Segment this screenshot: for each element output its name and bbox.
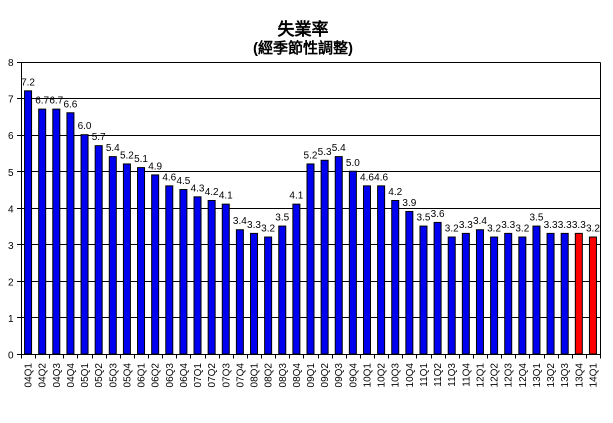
svg-text:09Q3: 09Q3: [334, 363, 345, 388]
svg-text:4.2: 4.2: [205, 187, 219, 198]
svg-text:14Q1: 14Q1: [588, 363, 599, 388]
svg-text:8: 8: [8, 58, 14, 69]
svg-text:4.9: 4.9: [148, 161, 162, 172]
svg-text:3: 3: [8, 241, 14, 252]
svg-text:10Q2: 10Q2: [377, 363, 388, 388]
svg-text:11Q4: 11Q4: [461, 363, 472, 387]
svg-text:10Q4: 10Q4: [405, 363, 416, 388]
svg-text:3.3: 3.3: [501, 220, 515, 231]
svg-text:3.3: 3.3: [459, 220, 473, 231]
svg-text:12Q3: 12Q3: [504, 363, 515, 388]
svg-text:06Q2: 06Q2: [151, 363, 162, 388]
svg-text:1: 1: [8, 314, 14, 325]
svg-text:08Q2: 08Q2: [264, 363, 275, 388]
svg-text:5.4: 5.4: [106, 143, 120, 154]
svg-text:4.1: 4.1: [219, 191, 233, 202]
svg-text:5.0: 5.0: [346, 158, 360, 169]
svg-text:11Q3: 11Q3: [447, 363, 458, 387]
svg-text:07Q2: 07Q2: [207, 363, 218, 388]
svg-text:4.2: 4.2: [388, 187, 402, 198]
svg-text:10Q3: 10Q3: [391, 363, 402, 388]
svg-text:3.2: 3.2: [586, 224, 600, 235]
svg-text:3.2: 3.2: [515, 224, 529, 235]
svg-text:3.6: 3.6: [431, 209, 445, 220]
svg-text:3.5: 3.5: [529, 213, 543, 224]
svg-text:12Q2: 12Q2: [490, 363, 501, 388]
svg-text:13Q4: 13Q4: [574, 363, 585, 388]
svg-text:3.2: 3.2: [445, 224, 459, 235]
svg-text:4.6: 4.6: [374, 172, 388, 183]
svg-text:07Q3: 07Q3: [221, 363, 232, 388]
svg-text:13Q1: 13Q1: [532, 363, 543, 388]
svg-text:07Q1: 07Q1: [193, 363, 204, 388]
svg-text:09Q4: 09Q4: [348, 363, 359, 388]
svg-text:3.9: 3.9: [402, 198, 416, 209]
svg-text:(經季節性調整): (經季節性調整): [253, 39, 353, 57]
svg-text:04Q3: 04Q3: [52, 363, 63, 388]
svg-text:7: 7: [8, 95, 14, 106]
svg-text:3.5: 3.5: [417, 213, 431, 224]
svg-text:09Q2: 09Q2: [320, 363, 331, 388]
svg-text:4.6: 4.6: [162, 172, 176, 183]
svg-text:08Q1: 08Q1: [250, 363, 261, 388]
svg-text:3.3: 3.3: [572, 220, 586, 231]
svg-text:3.3: 3.3: [544, 220, 558, 231]
svg-text:5.1: 5.1: [134, 154, 148, 165]
svg-text:失業率: 失業率: [278, 19, 329, 39]
svg-text:5: 5: [8, 168, 14, 179]
svg-text:06Q4: 06Q4: [179, 363, 190, 388]
svg-text:3.3: 3.3: [558, 220, 572, 231]
svg-text:11Q1: 11Q1: [419, 363, 430, 387]
svg-text:10Q1: 10Q1: [362, 363, 373, 388]
svg-text:06Q1: 06Q1: [137, 363, 148, 388]
svg-text:09Q1: 09Q1: [306, 363, 317, 388]
svg-text:3.2: 3.2: [261, 224, 275, 235]
svg-text:04Q2: 04Q2: [38, 363, 49, 388]
svg-text:3.4: 3.4: [473, 216, 487, 227]
svg-text:5.2: 5.2: [304, 150, 318, 161]
svg-text:12Q1: 12Q1: [475, 363, 486, 388]
svg-text:3.4: 3.4: [233, 216, 247, 227]
svg-text:08Q3: 08Q3: [278, 363, 289, 388]
svg-text:4.3: 4.3: [191, 183, 205, 194]
svg-text:5.7: 5.7: [92, 132, 106, 143]
svg-text:5.2: 5.2: [120, 150, 134, 161]
svg-text:05Q3: 05Q3: [108, 363, 119, 388]
svg-text:08Q4: 08Q4: [292, 363, 303, 388]
svg-text:05Q1: 05Q1: [80, 363, 91, 388]
svg-text:6.6: 6.6: [63, 99, 77, 110]
svg-text:4: 4: [8, 204, 14, 215]
svg-text:3.3: 3.3: [247, 220, 261, 231]
svg-text:4.1: 4.1: [289, 191, 303, 202]
svg-text:04Q1: 04Q1: [24, 363, 35, 388]
svg-text:3.2: 3.2: [487, 224, 501, 235]
svg-text:4.5: 4.5: [176, 176, 190, 187]
svg-text:5.4: 5.4: [332, 143, 346, 154]
svg-text:6.0: 6.0: [78, 121, 92, 132]
svg-text:05Q4: 05Q4: [122, 363, 133, 388]
svg-text:0: 0: [8, 351, 14, 362]
svg-text:13Q2: 13Q2: [546, 363, 557, 388]
svg-text:3.5: 3.5: [275, 213, 289, 224]
svg-text:06Q3: 06Q3: [165, 363, 176, 388]
svg-text:07Q4: 07Q4: [235, 363, 246, 388]
svg-text:7.2: 7.2: [21, 77, 35, 88]
svg-text:4.6: 4.6: [360, 172, 374, 183]
svg-text:6: 6: [8, 131, 14, 142]
svg-text:05Q2: 05Q2: [94, 363, 105, 388]
svg-text:5.3: 5.3: [318, 147, 332, 158]
svg-text:13Q3: 13Q3: [560, 363, 571, 388]
svg-text:04Q4: 04Q4: [66, 363, 77, 388]
svg-text:6.7: 6.7: [49, 96, 63, 107]
svg-text:11Q2: 11Q2: [433, 363, 444, 387]
svg-text:6.7: 6.7: [35, 96, 49, 107]
svg-text:2: 2: [8, 277, 14, 288]
svg-text:12Q4: 12Q4: [518, 363, 529, 388]
